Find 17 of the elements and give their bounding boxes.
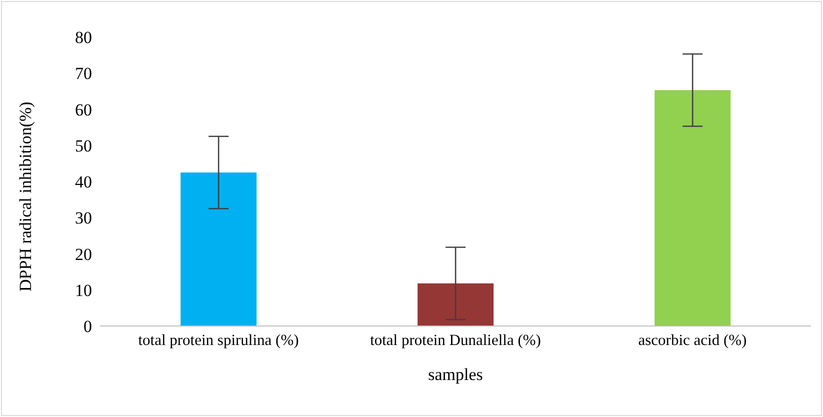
y-tick-label: 0 <box>84 317 92 336</box>
x-tick-label: ascorbic acid (%) <box>638 332 747 350</box>
y-tick-label: 10 <box>75 280 92 300</box>
y-tick-label: 80 <box>75 28 92 48</box>
x-tick-label: total protein Dunaliella (%) <box>370 332 541 350</box>
bar <box>418 283 494 326</box>
y-tick-label: 70 <box>75 64 92 84</box>
y-tick-label: 50 <box>75 136 92 156</box>
y-tick-label: 30 <box>75 208 92 228</box>
y-axis-title: DPPH radical inhibition(%) <box>16 102 36 292</box>
y-tick-label: 60 <box>75 100 92 120</box>
y-tick-label: 40 <box>75 172 92 192</box>
y-tick-label: 20 <box>75 244 92 264</box>
bar <box>654 90 731 326</box>
x-axis-title: samples <box>428 365 483 384</box>
bar <box>180 172 257 326</box>
x-tick-label: total protein spirulina (%) <box>138 332 299 350</box>
